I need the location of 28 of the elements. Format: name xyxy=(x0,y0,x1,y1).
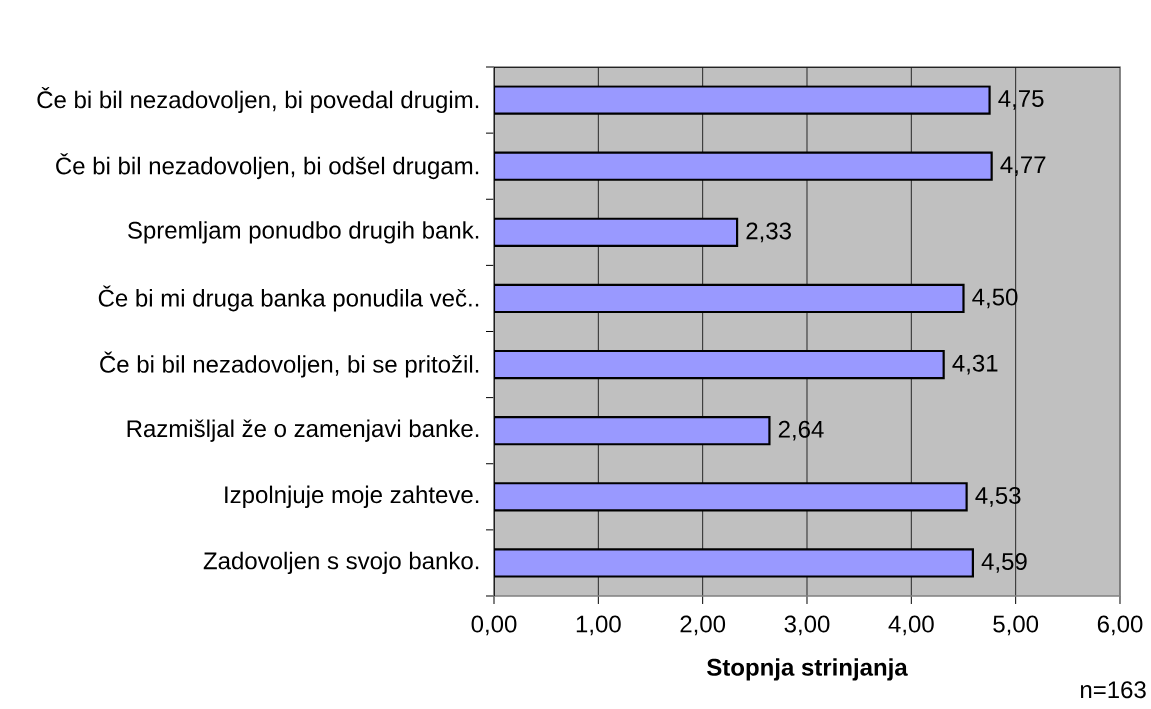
x-axis-title: Stopnja strinjanja xyxy=(707,658,908,681)
y-tick-label: Če bi bil nezadovoljen, bi odšel drugam. xyxy=(56,153,479,180)
bar xyxy=(494,217,739,247)
y-tick-label: Če bi mi druga banka ponudila več.. xyxy=(98,285,479,312)
x-tick-label: 3,00 xyxy=(784,615,830,636)
x-tick-label: 4,00 xyxy=(888,615,934,636)
data-label: 2,33 xyxy=(746,222,791,243)
y-tick-label: Izpolnjuje moje zahteve. xyxy=(225,485,479,508)
text: n=163 xyxy=(1081,681,1146,699)
x-tick-label: 2,00 xyxy=(680,615,726,636)
y-tick-label: Če bi bil nezadovoljen, bi povedal drugim. xyxy=(37,87,479,114)
x-tick-label: 0,00 xyxy=(471,615,517,636)
y-tick-label: Razmišljal že o zamenjavi banke. xyxy=(127,419,479,442)
bar xyxy=(494,85,991,115)
x-tick-label: 6,00 xyxy=(1097,615,1143,636)
y-tick-label: Zadovoljen s svojo banko. xyxy=(203,551,479,575)
y-tick-label: Spremljam ponudbo drugih bank. xyxy=(128,221,479,244)
y-tick-label: Če bi bil nezadovoljen, bi se pritožil. xyxy=(100,351,479,378)
bar xyxy=(494,548,974,578)
bar xyxy=(494,349,945,380)
x-tick-label: 5,00 xyxy=(993,615,1039,636)
bar xyxy=(494,151,993,181)
bar xyxy=(494,416,771,446)
data-label: 2,64 xyxy=(778,420,824,441)
data-label: 4,31 xyxy=(952,354,998,375)
x-tick-label: 1,00 xyxy=(576,615,621,636)
bar xyxy=(494,482,968,512)
bar xyxy=(494,283,965,314)
